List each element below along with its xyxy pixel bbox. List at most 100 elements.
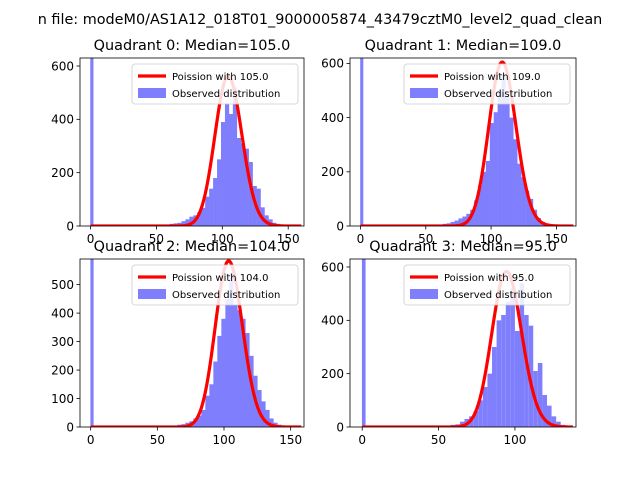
axes-frame <box>349 57 577 227</box>
plot-area <box>361 259 574 427</box>
hist-bar <box>228 114 234 226</box>
hist-bar <box>181 221 186 226</box>
legend-label-observed: Observed distribution <box>444 89 552 100</box>
subplot-title: Quadrant 0: Median=105.0 <box>94 38 291 54</box>
hist-bar <box>470 209 475 226</box>
hist-bar <box>217 335 222 427</box>
plot-area <box>90 58 302 226</box>
hist-bar <box>248 162 253 226</box>
hist-bar <box>205 395 210 427</box>
hist-bar <box>209 384 214 427</box>
y-tick-label: 400 <box>321 314 344 328</box>
hist-bar <box>474 200 479 226</box>
hist-bar <box>519 283 525 427</box>
hist-bar <box>501 315 506 427</box>
hist-bar <box>217 159 222 226</box>
x-tick-label: 50 <box>418 232 433 246</box>
x-tick-label: 0 <box>87 433 95 447</box>
hist-bar <box>205 196 210 226</box>
legend-label-poisson: Poission with 109.0 <box>444 72 540 83</box>
y-tick-label: 200 <box>51 166 74 180</box>
x-tick-label: 50 <box>150 433 165 447</box>
legend-box <box>131 63 299 105</box>
hist-bar <box>514 331 520 427</box>
hist-bar <box>233 304 238 427</box>
y-tick-label: 500 <box>51 278 74 292</box>
hist-bar <box>487 373 493 427</box>
subplot-quadrant-2: 0 50 100 150 0 100 200 300 400 500 Quadrant 2: Med… <box>51 239 305 447</box>
x-tick-label: 50 <box>431 433 446 447</box>
y-tick-label: 300 <box>51 335 74 349</box>
legend-label-poisson: Poission with 104.0 <box>172 273 268 284</box>
legend-box <box>131 264 299 306</box>
hist-bar <box>225 298 230 427</box>
y-tick-label: 400 <box>51 306 74 320</box>
legend-box <box>403 264 571 306</box>
hist-bar <box>537 363 543 427</box>
figure-suptitle: n file: modeM0/AS1A12_018T01_9000005874_… <box>38 12 603 28</box>
hist-bar <box>244 148 249 226</box>
subplot-quadrant-0: 0 50 100 150 0 200 400 600 Quadrant 0: Median=10… <box>51 38 305 246</box>
legend-label-observed: Observed distribution <box>444 290 552 301</box>
hist-bar-zero <box>360 58 364 226</box>
hist-bar <box>525 190 530 226</box>
subplot-title: Quadrant 1: Median=109.0 <box>365 38 562 54</box>
hist-bar <box>454 220 459 226</box>
hist-bar <box>220 122 226 226</box>
axes-frame <box>79 258 305 428</box>
hist-bar <box>524 315 529 427</box>
hist-bar <box>509 117 514 226</box>
legend-label-poisson: Poission with 95.0 <box>444 273 534 284</box>
x-tick-label: 0 <box>357 232 365 246</box>
hist-bar <box>482 387 488 427</box>
hist-bar <box>497 90 502 226</box>
hist-bar <box>528 198 534 226</box>
plot-area <box>90 259 302 427</box>
y-tick-label: 0 <box>66 219 74 233</box>
axes-frame <box>79 57 305 227</box>
x-tick-label: 0 <box>87 232 95 246</box>
y-tick-label: 0 <box>336 420 344 434</box>
y-tick-label: 600 <box>321 57 344 71</box>
hist-bar <box>489 123 494 226</box>
x-tick-label: 100 <box>480 232 503 246</box>
hist-bar <box>241 318 246 427</box>
hist-bar <box>240 143 245 226</box>
hist-bar <box>232 87 238 226</box>
poisson-curve <box>90 259 302 427</box>
hist-bar-zero <box>361 259 366 427</box>
hist-bar <box>458 218 463 226</box>
hist-bar <box>197 212 202 226</box>
legend-hist-swatch <box>138 88 166 98</box>
legend-hist-swatch <box>138 289 166 299</box>
hist-bar <box>197 415 202 427</box>
plot-area <box>360 58 574 226</box>
hist-bar <box>542 395 547 427</box>
hist-bar <box>450 221 455 226</box>
x-tick-label: 100 <box>213 433 236 447</box>
x-tick-label: 150 <box>277 232 300 246</box>
y-tick-label: 600 <box>321 260 344 274</box>
subplot-quadrant-1: 0 50 100 150 0 200 400 600 Quadrant 1: Median=10… <box>321 38 577 246</box>
y-tick-label: 0 <box>66 420 74 434</box>
hist-bar <box>224 103 230 226</box>
y-tick-label: 0 <box>336 219 344 233</box>
hist-bar <box>556 421 561 427</box>
x-tick-label: 150 <box>279 433 302 447</box>
hist-bar <box>236 138 242 226</box>
hist-bar <box>249 355 254 427</box>
x-tick-label: 50 <box>149 232 164 246</box>
hist-bar <box>256 188 261 226</box>
hist-bar <box>492 347 497 427</box>
hist-bar <box>510 288 515 427</box>
hist-bar <box>462 216 467 226</box>
y-tick-label: 200 <box>321 165 344 179</box>
hist-bar <box>245 333 250 427</box>
legend-label-poisson: Poission with 105.0 <box>172 72 268 83</box>
hist-bar <box>505 301 511 427</box>
x-tick-label: 0 <box>358 433 366 447</box>
hist-bar-zero <box>90 58 94 226</box>
hist-bar <box>201 207 206 226</box>
x-tick-label: 150 <box>545 232 568 246</box>
hist-bar <box>185 219 190 226</box>
